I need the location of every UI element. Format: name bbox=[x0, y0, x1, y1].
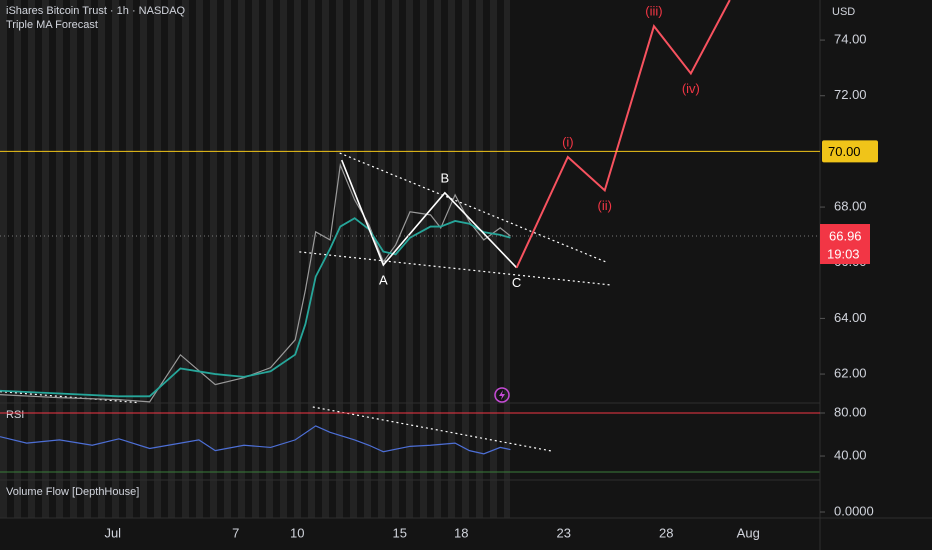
wave-label: (i) bbox=[562, 134, 574, 149]
wave-label: B bbox=[441, 170, 450, 185]
indicator-name: Triple MA Forecast bbox=[6, 19, 98, 31]
wave-label: C bbox=[512, 275, 521, 290]
forecast-path bbox=[515, 0, 731, 269]
y-tick-label: 74.00 bbox=[834, 32, 867, 47]
trend-line bbox=[299, 251, 611, 286]
last-price: 66.96 bbox=[829, 228, 862, 243]
wave-label: (iv) bbox=[682, 81, 700, 96]
x-tick-label: 18 bbox=[454, 525, 468, 540]
pane-title: Volume Flow [DepthHouse] bbox=[6, 486, 139, 498]
session-shading bbox=[0, 0, 510, 518]
last-price-badge bbox=[820, 224, 870, 265]
y-tick-label: 64.00 bbox=[834, 310, 867, 325]
plot-area: A B C (i) (ii) (iii) (iv) bbox=[0, 0, 731, 455]
y-tick-label: 0.0000 bbox=[834, 503, 874, 518]
level-label: 70.00 bbox=[828, 144, 861, 159]
y-tick-label: 68.00 bbox=[834, 199, 867, 214]
x-tick-label: Jul bbox=[104, 525, 121, 540]
wave-label: (iii) bbox=[645, 4, 662, 19]
y-tick-label: 80.00 bbox=[834, 404, 867, 419]
trend-line bbox=[0, 390, 140, 404]
trend-line bbox=[312, 406, 552, 452]
x-tick-label: 23 bbox=[557, 525, 571, 540]
x-tick-label: Aug bbox=[737, 525, 760, 540]
pane-title: RSI bbox=[6, 409, 24, 421]
wave-label: A bbox=[379, 272, 388, 287]
alert-icon[interactable] bbox=[494, 387, 510, 403]
series-line bbox=[0, 217, 511, 398]
x-tick-label: 15 bbox=[393, 525, 407, 540]
abc-pattern bbox=[340, 159, 518, 269]
y-tick-label: 72.00 bbox=[834, 87, 867, 102]
chart-title: iShares Bitcoin Trust · 1h · NASDAQ bbox=[6, 5, 186, 17]
wave-label: (ii) bbox=[598, 198, 612, 213]
trend-line bbox=[339, 152, 609, 264]
x-tick-label: 7 bbox=[232, 525, 239, 540]
x-tick-label: 28 bbox=[659, 525, 673, 540]
x-tick-label: 10 bbox=[290, 525, 304, 540]
y-tick-label: 62.00 bbox=[834, 365, 867, 380]
countdown: 19:03 bbox=[827, 246, 860, 261]
level-badge bbox=[822, 140, 878, 163]
y-tick-label: 40.00 bbox=[834, 447, 867, 462]
currency: USD bbox=[832, 6, 855, 18]
series-line bbox=[0, 162, 511, 403]
series-line bbox=[0, 425, 511, 455]
